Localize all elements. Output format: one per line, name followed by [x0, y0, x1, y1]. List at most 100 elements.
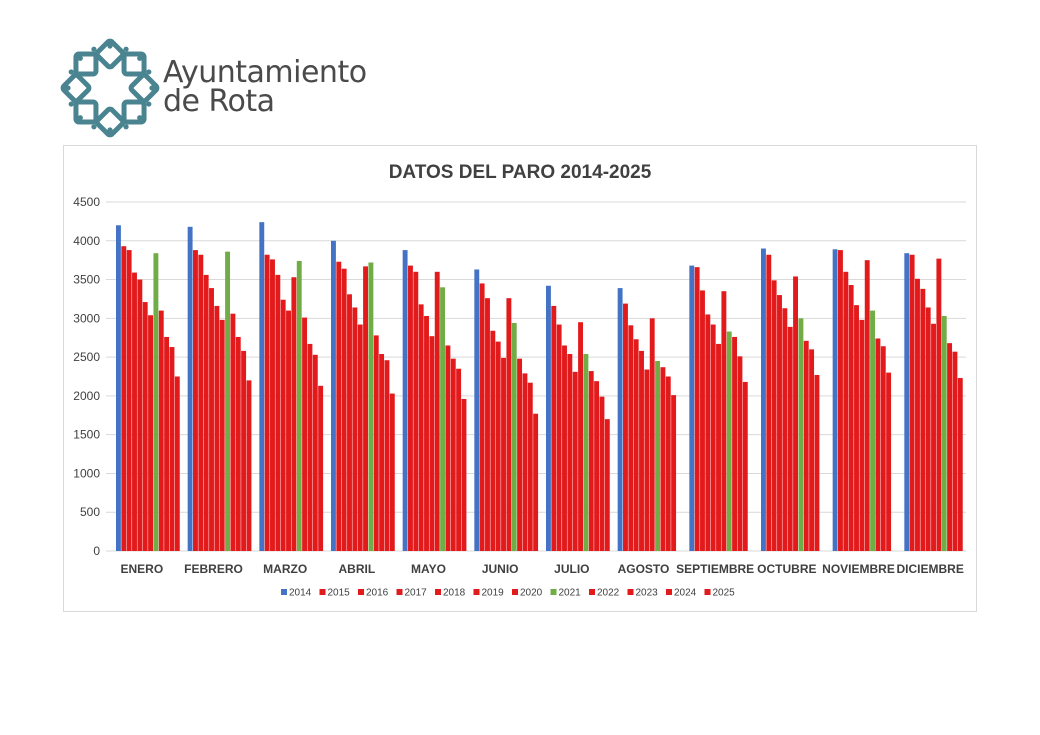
bar — [880, 346, 886, 551]
y-tick-label: 0 — [93, 544, 100, 558]
rosette-dot — [77, 115, 83, 121]
legend-swatch — [589, 589, 595, 595]
bar — [588, 371, 594, 551]
legend-swatch — [396, 589, 403, 595]
legend-label: 2018 — [443, 588, 466, 599]
legend-swatch — [473, 589, 480, 595]
y-tick-label: 4500 — [73, 195, 100, 209]
bar — [814, 374, 820, 551]
bar — [270, 259, 275, 551]
y-tick-label: 500 — [80, 505, 100, 519]
bar — [886, 372, 892, 551]
rosette-petal — [121, 99, 147, 125]
bar — [527, 382, 533, 551]
bar — [572, 371, 578, 551]
legend-swatch — [435, 589, 441, 595]
bar — [280, 299, 286, 551]
rosette-dot — [107, 127, 113, 133]
legend-swatch — [666, 589, 672, 595]
bar — [368, 262, 374, 551]
bar — [312, 354, 318, 551]
bar — [363, 266, 368, 551]
rosette-dot — [68, 69, 74, 75]
y-tick-label: 3000 — [73, 311, 100, 325]
bar — [275, 274, 281, 551]
bar — [809, 349, 815, 551]
rosette-dot — [146, 69, 152, 75]
legend: 2014 2015 2016 2017 2018 2019 2020 2021 2022 2023… — [281, 588, 735, 599]
bar — [187, 226, 193, 551]
bar — [639, 350, 644, 551]
bar — [700, 290, 705, 551]
x-category-label: SEPTIEMBRE — [676, 562, 754, 576]
bar — [198, 254, 204, 551]
bar — [705, 314, 711, 551]
legend-swatch — [319, 589, 326, 595]
x-category-label: OCTUBRE — [757, 562, 816, 576]
rosette-dot — [65, 85, 71, 91]
legend-swatch — [627, 589, 634, 595]
bar — [142, 302, 148, 551]
bar — [551, 305, 557, 551]
bar — [203, 274, 209, 551]
bar — [148, 315, 153, 551]
y-tick-label: 4000 — [73, 234, 100, 248]
bar — [623, 303, 628, 551]
bar — [286, 310, 291, 551]
x-category-label: DICIEMBRE — [896, 562, 963, 576]
bar — [689, 265, 695, 551]
rosette-dot — [137, 115, 143, 121]
bar — [116, 225, 121, 551]
x-axis-labels: ENERO FEBRERO MARZO ABRIL MAYO JUNIO JULIO AGOS… — [120, 562, 963, 576]
bar — [843, 271, 849, 551]
bar — [456, 368, 462, 551]
bar — [838, 250, 843, 551]
x-category-label: MAYO — [411, 562, 446, 576]
bar — [169, 347, 175, 551]
bar — [164, 336, 170, 551]
x-category-label: NOVIEMBRE — [822, 562, 895, 576]
bar — [479, 283, 485, 551]
bar — [848, 284, 854, 551]
bar — [357, 324, 363, 551]
bar — [694, 267, 700, 551]
legend-label: 2025 — [713, 588, 736, 599]
rosette-dot — [123, 46, 129, 52]
x-category-label: AGOSTO — [618, 562, 670, 576]
bar — [732, 336, 738, 551]
bar — [517, 358, 523, 551]
rosette-petal — [94, 38, 126, 70]
rosette-petal — [121, 51, 147, 77]
bar — [331, 240, 336, 551]
legend-label: 2024 — [674, 588, 697, 599]
bar — [341, 268, 347, 551]
rosette-petal — [73, 51, 99, 77]
bar — [246, 380, 252, 551]
bar — [474, 269, 480, 551]
bar — [583, 354, 589, 551]
bar — [424, 316, 429, 551]
bar — [137, 279, 143, 551]
bar — [132, 272, 137, 551]
bar — [599, 396, 605, 551]
bar — [737, 356, 743, 551]
bar — [402, 250, 408, 551]
bar — [336, 261, 342, 551]
rosette-dot — [149, 85, 155, 91]
bar — [655, 360, 661, 551]
bar — [909, 254, 915, 551]
logo: Ayuntamiento de Rota — [60, 38, 390, 138]
bar — [214, 305, 220, 551]
legend-swatch — [281, 589, 287, 595]
bar — [710, 324, 716, 551]
bar — [793, 276, 798, 551]
rosette-dot — [77, 55, 83, 61]
bar — [660, 367, 666, 551]
legend-swatch — [512, 589, 518, 595]
logo-line-1: Ayuntamiento — [163, 55, 367, 90]
bar — [936, 258, 942, 551]
legend-label: 2022 — [597, 588, 620, 599]
legend-label: 2023 — [636, 588, 659, 599]
bar — [864, 260, 870, 551]
bar — [121, 246, 127, 551]
